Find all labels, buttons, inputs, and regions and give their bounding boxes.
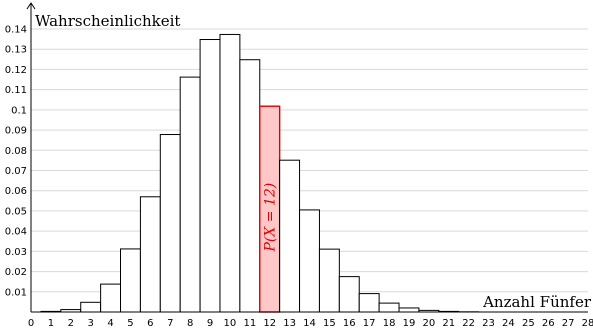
x-tick-label: 6 [147,318,153,329]
x-tick-label: 27 [562,318,575,329]
x-tick-label: 11 [243,318,256,329]
x-tick-label: 10 [224,318,237,329]
y-tick-label: 0.09 [5,126,27,137]
x-tick-label: 8 [187,318,193,329]
x-tick-label: 7 [167,318,173,329]
x-tick-label: 16 [343,318,356,329]
x-axis-title: Anzahl Fünfer [482,293,592,311]
y-tick-label: 0.06 [5,186,27,197]
y-tick-label: 0.14 [5,25,27,36]
y-tick-label: 0.11 [5,85,27,96]
x-tick-label: 20 [422,318,435,329]
bar [299,209,320,313]
y-axis-title: Wahrscheinlichkeit [35,12,180,30]
highlight-annotation: P(X = 12) [263,183,279,253]
bar [100,283,122,313]
x-tick-label: 25 [522,318,535,329]
x-tick-label: 0 [28,318,34,329]
bar [358,293,380,313]
bar [139,196,161,313]
bar [378,302,400,313]
y-tick-label: 0.04 [5,227,27,238]
bar [239,59,261,313]
x-tick-label: 19 [403,318,416,329]
y-tick-labels: 0.01 0.02 0.03 0.04 0.05 0.06 0.07 0.08 0.09 0.1 0… [5,25,27,299]
bar [179,76,201,313]
x-tick-label: 4 [107,318,113,329]
bar [80,301,102,313]
x-tick-label: 1 [48,318,54,329]
x-tick-label: 21 [442,318,455,329]
x-tick-label: 28 [582,318,593,329]
bar [318,248,340,313]
y-tick-label: 0.03 [5,247,27,258]
x-tick-label: 12 [263,318,276,329]
y-tick-label: 0.12 [5,65,27,76]
axes [26,2,588,313]
bar [279,159,301,313]
x-tick-label: 26 [542,318,555,329]
y-axis-arrow-icon [26,2,36,10]
y-tick-label: 0.02 [5,267,27,278]
bar [338,276,360,313]
bar [199,39,221,313]
x-tick-label: 24 [502,318,515,329]
x-tick-label: 23 [482,318,495,329]
x-tick-label: 22 [462,318,475,329]
x-tick-label: 18 [383,318,396,329]
y-tick-label: 0.13 [5,45,27,56]
x-tick-label: 14 [303,318,316,329]
bar [120,248,141,313]
x-tick-label: 17 [363,318,376,329]
x-tick-label: 5 [127,318,133,329]
x-tick-label: 3 [87,318,93,329]
y-tick-label: 0.07 [5,166,27,177]
x-tick-labels: 0 1 2 3 4 5 6 7 8 9 10 11 12 13 14 15 16 17 18 19 20 21 22 23 24… [28,318,593,329]
y-tick-label: 0.08 [5,146,27,157]
bar [159,134,181,313]
x-tick-label: 15 [323,318,336,329]
y-tick-label: 0.1 [11,105,27,116]
y-tick-label: 0.01 [5,287,27,298]
bar [398,307,420,313]
bars [40,33,480,313]
x-tick-label: 2 [68,318,74,329]
x-tick-label: 9 [207,318,213,329]
y-tick-label: 0.05 [5,206,27,217]
bar [219,33,241,313]
x-tick-label: 13 [283,318,296,329]
